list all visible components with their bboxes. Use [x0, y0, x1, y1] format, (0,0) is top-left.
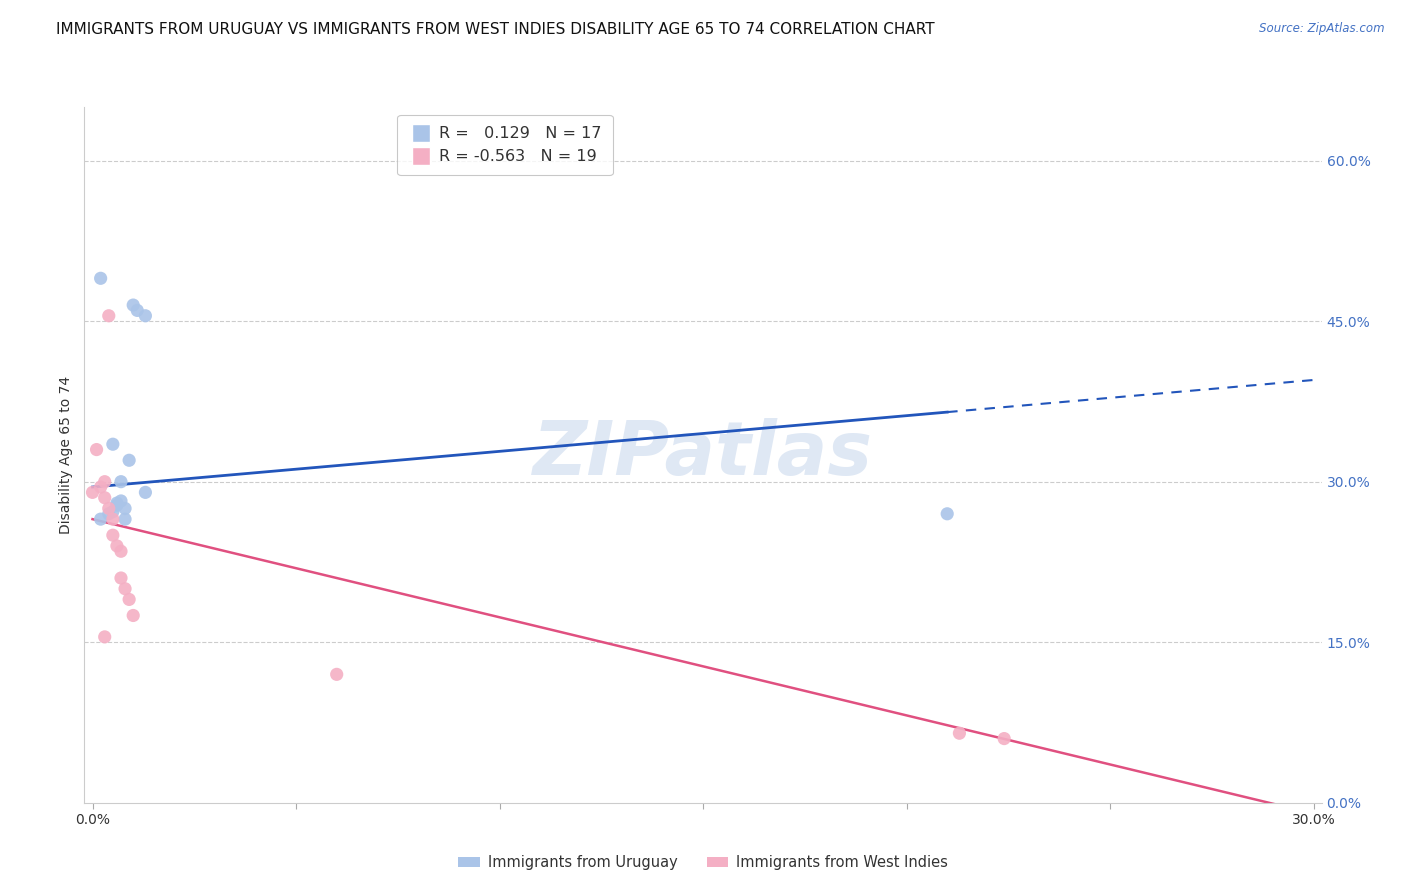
Point — [114, 512, 136, 526]
Point — [93, 475, 115, 489]
Point — [110, 571, 132, 585]
Point — [82, 485, 104, 500]
Point — [86, 442, 108, 457]
Point — [90, 512, 112, 526]
Point — [122, 608, 145, 623]
Point — [97, 309, 120, 323]
Point — [114, 582, 136, 596]
Point — [134, 309, 156, 323]
Point — [105, 539, 128, 553]
Point — [118, 592, 141, 607]
Point — [134, 485, 156, 500]
Text: IMMIGRANTS FROM URUGUAY VS IMMIGRANTS FROM WEST INDIES DISABILITY AGE 65 TO 74 C: IMMIGRANTS FROM URUGUAY VS IMMIGRANTS FR… — [56, 22, 935, 37]
Point — [993, 731, 1015, 746]
Point — [101, 512, 124, 526]
Point — [110, 475, 132, 489]
Point — [105, 496, 128, 510]
Text: Source: ZipAtlas.com: Source: ZipAtlas.com — [1260, 22, 1385, 36]
Point — [110, 494, 132, 508]
Y-axis label: Disability Age 65 to 74: Disability Age 65 to 74 — [59, 376, 73, 534]
Point — [936, 507, 959, 521]
Point — [105, 498, 128, 512]
Point — [90, 480, 112, 494]
Point — [114, 501, 136, 516]
Text: ZIPatlas: ZIPatlas — [533, 418, 873, 491]
Point — [90, 271, 112, 285]
Point — [93, 491, 115, 505]
Point — [101, 437, 124, 451]
Point — [97, 501, 120, 516]
Point — [101, 505, 124, 519]
Legend: R =   0.129   N = 17, R = -0.563   N = 19: R = 0.129 N = 17, R = -0.563 N = 19 — [398, 115, 613, 176]
Point — [948, 726, 970, 740]
Point — [93, 630, 115, 644]
Point — [97, 507, 120, 521]
Point — [127, 303, 149, 318]
Point — [118, 453, 141, 467]
Point — [110, 544, 132, 558]
Point — [101, 528, 124, 542]
Point — [325, 667, 347, 681]
Point — [122, 298, 145, 312]
Legend: Immigrants from Uruguay, Immigrants from West Indies: Immigrants from Uruguay, Immigrants from… — [453, 849, 953, 876]
